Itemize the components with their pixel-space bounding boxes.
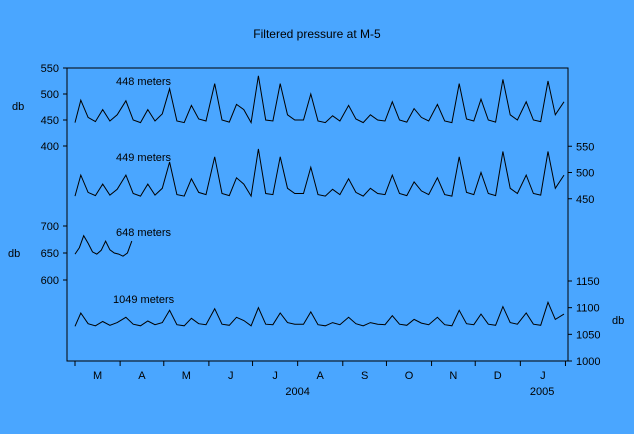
series-line-648-meters [74,234,133,257]
x-tick-label: M [182,370,191,382]
x-year-label: 2005 [530,386,554,398]
right-y-tick-label: 500 [576,168,594,180]
x-tick-label: J [272,370,278,382]
x-tick-label: O [405,370,414,382]
series-label: 648 meters [116,227,172,239]
series-label: 449 meters [116,152,172,164]
series-line-1049-meters [74,300,565,327]
y-unit-label-right-lower: db [612,315,624,327]
plot-frame [66,67,569,362]
right-y-tick-label: 1050 [576,329,600,341]
tick-layer: 550 500 450 400 700 650 600 550 500 450 1150 1100 10… [41,63,601,398]
x-tick-label: A [317,370,325,382]
y-unit-label-left-middle: db [8,248,20,260]
series-layer [74,75,565,327]
left-y-tick-label: 450 [41,115,59,127]
series-line-448-meters [74,75,565,125]
left-y-tick-label: 650 [41,248,59,260]
left-y-tick-label: 500 [41,89,59,101]
x-year-label: 2004 [285,386,309,398]
left-y-tick-label: 700 [41,221,59,233]
chart-title: Filtered pressure at M-5 [253,27,381,41]
left-y-tick-label: 550 [41,63,59,75]
x-tick-label: D [494,370,502,382]
x-tick-label: S [361,370,368,382]
x-tick-label: J [228,370,234,382]
x-tick-label: J [540,370,546,382]
x-tick-label: M [93,370,102,382]
left-y-tick-label: 600 [41,275,59,287]
y-unit-label-left-upper: db [12,101,24,113]
x-tick-label: N [449,370,457,382]
right-y-tick-label: 1150 [576,276,600,288]
series-label: 448 meters [116,76,172,88]
right-y-tick-label: 1000 [576,356,600,368]
series-label: 1049 meters [113,294,175,306]
right-y-tick-label: 450 [576,194,594,206]
right-y-tick-label: 1100 [576,303,600,315]
left-y-tick-label: 400 [41,141,59,153]
series-label-layer: 448 meters 449 meters 648 meters 1049 meter… [113,76,175,306]
series-line-449-meters [74,148,565,198]
right-y-tick-label: 550 [576,141,594,153]
x-tick-label: A [138,370,146,382]
